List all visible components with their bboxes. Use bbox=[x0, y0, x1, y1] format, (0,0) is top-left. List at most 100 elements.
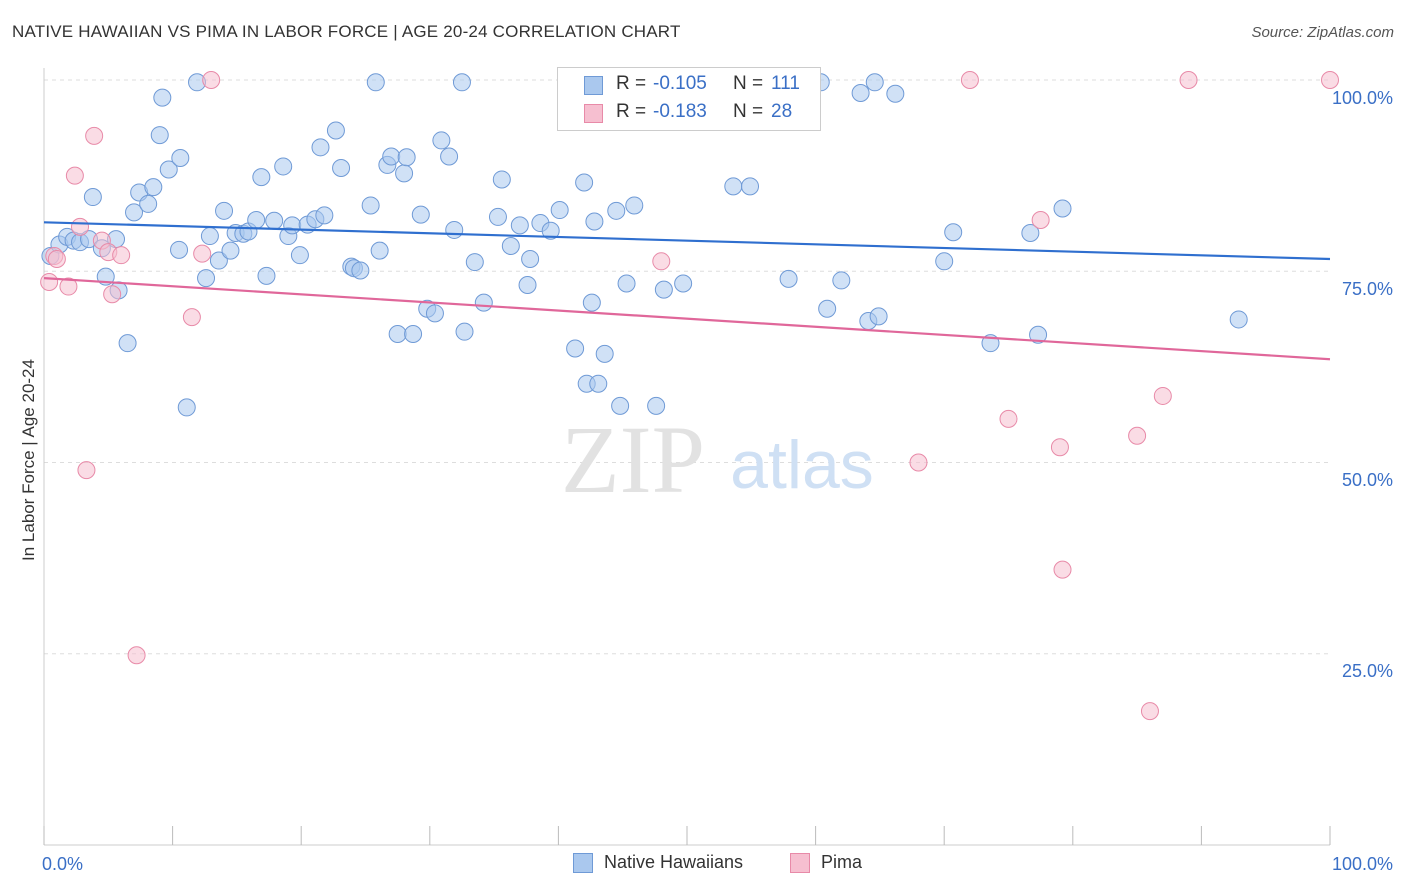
data-point bbox=[607, 201, 626, 220]
legend-swatch-blue bbox=[584, 76, 603, 95]
y-axis-label: In Labor Force | Age 20-24 bbox=[19, 359, 38, 561]
data-point bbox=[315, 206, 334, 225]
data-point bbox=[452, 73, 471, 92]
data-point bbox=[177, 398, 196, 417]
data-point bbox=[103, 285, 122, 304]
data-point bbox=[851, 84, 870, 103]
x-min-label: 0.0% bbox=[42, 854, 83, 874]
data-point bbox=[247, 210, 266, 229]
data-point bbox=[1053, 199, 1072, 218]
data-point bbox=[112, 246, 131, 265]
data-point bbox=[332, 158, 351, 177]
data-point bbox=[1229, 310, 1248, 329]
data-point bbox=[674, 274, 693, 293]
data-point bbox=[832, 271, 851, 290]
y-tick-label: 50.0% bbox=[1342, 470, 1393, 490]
data-point bbox=[541, 221, 560, 240]
data-point bbox=[510, 216, 529, 235]
data-point bbox=[625, 196, 644, 215]
data-point bbox=[202, 71, 221, 89]
data-point bbox=[999, 409, 1018, 428]
data-point bbox=[193, 244, 212, 263]
data-point bbox=[617, 274, 636, 293]
data-point bbox=[59, 277, 78, 296]
data-point bbox=[1179, 71, 1198, 89]
watermark-atlas: atlas bbox=[730, 427, 874, 503]
data-point bbox=[585, 212, 604, 231]
data-point bbox=[71, 217, 90, 236]
data-point bbox=[869, 307, 888, 326]
data-point bbox=[257, 266, 276, 285]
data-point bbox=[252, 168, 271, 187]
data-point bbox=[182, 308, 201, 327]
data-point bbox=[501, 237, 520, 256]
data-point bbox=[388, 324, 407, 343]
data-point bbox=[370, 241, 389, 260]
data-point bbox=[144, 178, 163, 197]
data-point bbox=[40, 272, 59, 291]
data-point bbox=[595, 344, 614, 363]
bottom-legend-swatch-blue bbox=[573, 853, 593, 873]
data-point bbox=[647, 396, 666, 415]
data-point bbox=[652, 252, 671, 271]
chart-title: NATIVE HAWAIIAN VS PIMA IN LABOR FORCE |… bbox=[12, 22, 681, 41]
data-point bbox=[575, 173, 594, 192]
data-point bbox=[654, 280, 673, 299]
data-point bbox=[465, 253, 484, 272]
data-point bbox=[521, 250, 540, 269]
data-point bbox=[724, 177, 743, 196]
legend-n-value: 111 bbox=[771, 73, 800, 94]
data-point bbox=[425, 304, 444, 323]
data-point bbox=[85, 126, 104, 145]
legend-n-value: 28 bbox=[771, 101, 793, 122]
y-tick-label: 100.0% bbox=[1332, 88, 1393, 108]
data-point bbox=[382, 147, 401, 166]
data-point bbox=[170, 240, 189, 259]
data-point bbox=[865, 73, 884, 92]
data-point bbox=[1029, 325, 1048, 344]
data-point bbox=[200, 227, 219, 246]
trend-lines bbox=[43, 221, 1331, 361]
data-point bbox=[150, 126, 169, 145]
data-point bbox=[171, 149, 190, 168]
data-point bbox=[960, 71, 979, 89]
legend-r-label: R = bbox=[616, 101, 647, 122]
data-point bbox=[361, 196, 380, 215]
data-point bbox=[127, 646, 146, 665]
watermark-zip: ZIP bbox=[561, 406, 705, 513]
data-point bbox=[1021, 224, 1040, 242]
data-point bbox=[818, 299, 837, 318]
data-point bbox=[492, 170, 511, 189]
series-pima bbox=[40, 71, 1339, 721]
stats-legend: R = -0.105 N = 111 R = -0.183 N = 28 bbox=[557, 67, 821, 131]
grid bbox=[44, 79, 1330, 655]
axes bbox=[43, 68, 1331, 846]
legend-swatch-pink bbox=[584, 104, 603, 123]
data-point bbox=[221, 241, 240, 260]
data-point bbox=[566, 339, 585, 358]
data-point bbox=[326, 121, 345, 140]
data-point bbox=[265, 211, 284, 230]
data-point bbox=[944, 223, 963, 242]
data-point bbox=[886, 84, 905, 103]
data-point bbox=[1140, 702, 1159, 721]
data-point bbox=[404, 324, 423, 343]
data-point bbox=[395, 164, 414, 183]
data-point bbox=[488, 207, 507, 226]
data-point bbox=[83, 188, 102, 207]
data-point bbox=[411, 205, 430, 224]
data-point bbox=[741, 177, 760, 196]
data-point bbox=[455, 322, 474, 341]
data-point bbox=[589, 374, 608, 393]
data-point bbox=[283, 216, 302, 235]
data-point bbox=[432, 131, 451, 150]
data-point bbox=[1153, 386, 1172, 405]
bottom-legend-swatch-pink bbox=[790, 853, 810, 873]
data-point bbox=[139, 194, 158, 213]
data-point bbox=[290, 246, 309, 265]
data-point bbox=[779, 269, 798, 288]
data-point bbox=[474, 293, 493, 312]
data-point bbox=[935, 252, 954, 271]
x-max-label: 100.0% bbox=[1332, 854, 1393, 874]
data-point bbox=[582, 293, 601, 312]
